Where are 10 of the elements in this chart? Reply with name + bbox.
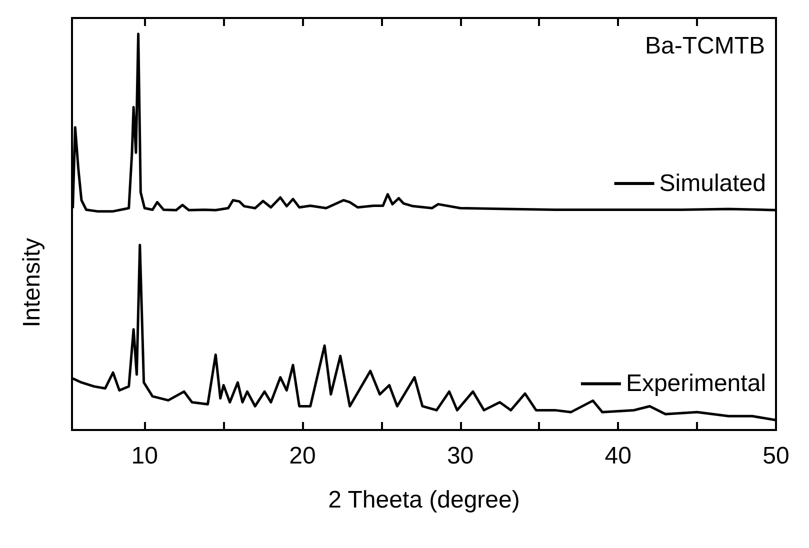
x-tick-label: 20 <box>289 442 316 470</box>
x-axis-title: 2 Theeta (degree) <box>328 486 520 514</box>
x-tick-label: 10 <box>131 442 158 470</box>
x-tick-label: 30 <box>446 442 474 470</box>
y-axis-title: Intensity <box>18 238 46 328</box>
x-tick-label: 40 <box>604 442 632 470</box>
annotation: Ba-TCMTB <box>645 32 765 60</box>
legend-label: Experimental <box>626 370 766 398</box>
legend-label: Simulated <box>659 170 766 197</box>
x-tick-label: 50 <box>762 442 790 470</box>
